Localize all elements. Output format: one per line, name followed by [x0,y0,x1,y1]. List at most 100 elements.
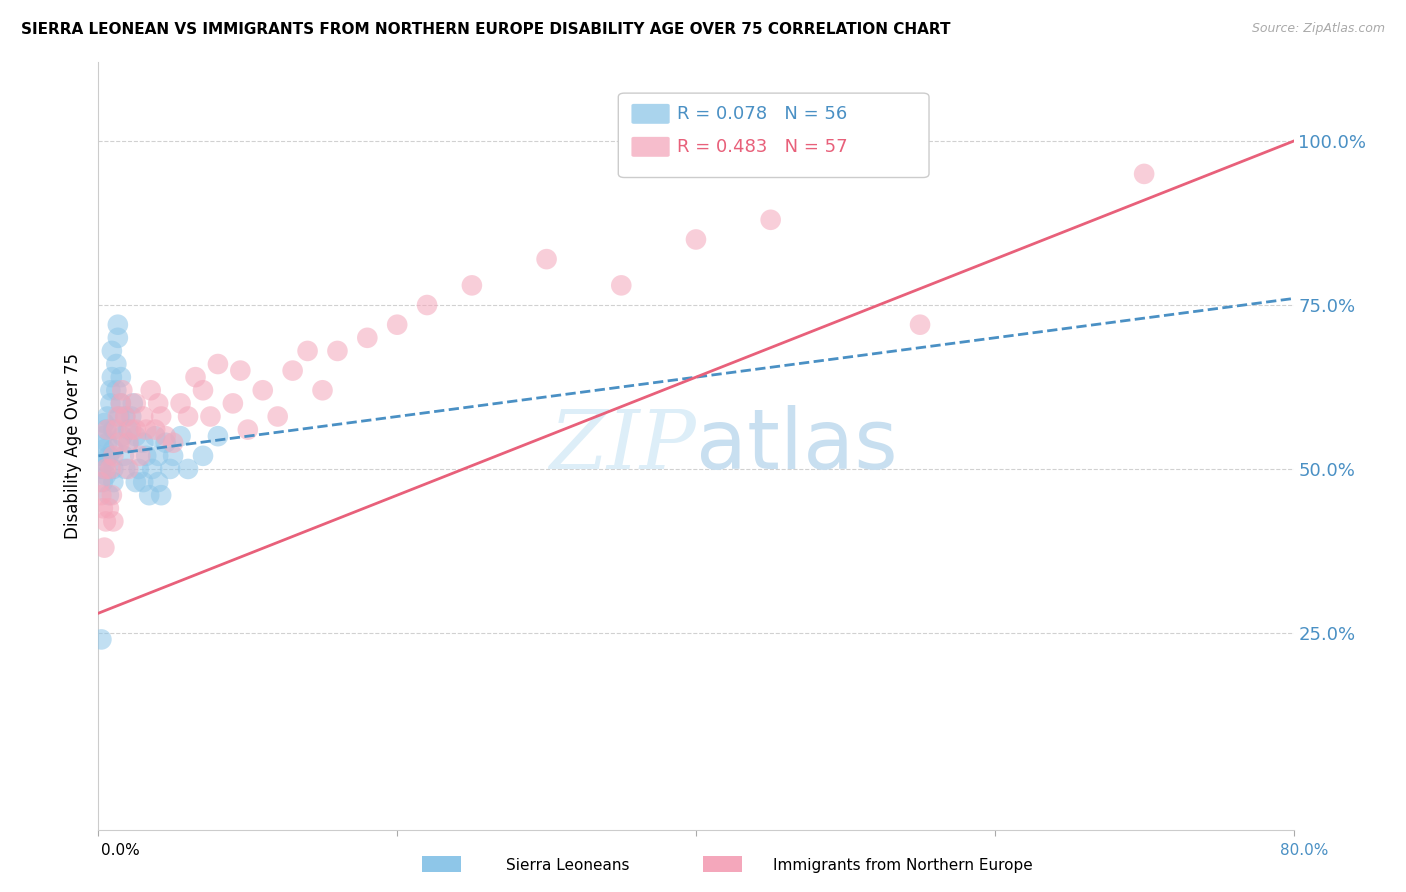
Point [117,435,139,450]
Point [114,462,136,476]
Point [97,488,120,502]
Point [89,475,111,489]
Point [103,449,125,463]
Point [148,475,170,489]
Point [97,449,120,463]
Point [610,278,633,293]
Point [267,409,290,424]
Point [281,363,304,377]
Point [91,429,114,443]
Point [110,396,132,410]
Point [103,423,125,437]
Point [536,252,558,267]
Point [89,449,111,463]
Point [110,396,132,410]
Point [138,488,160,502]
Point [120,423,142,437]
Point [105,357,128,371]
Text: Source: ZipAtlas.com: Source: ZipAtlas.com [1251,22,1385,36]
Point [101,488,124,502]
Point [93,541,115,555]
Point [139,384,162,398]
Point [135,449,157,463]
FancyBboxPatch shape [631,103,669,124]
Point [94,423,117,437]
Point [184,370,207,384]
Point [96,423,118,437]
Point [150,409,173,424]
Point [356,331,378,345]
Point [107,331,129,345]
FancyBboxPatch shape [619,93,929,178]
Point [94,455,117,469]
Text: Immigrants from Northern Europe: Immigrants from Northern Europe [773,858,1033,872]
Point [110,370,132,384]
Point [97,501,120,516]
Point [101,370,124,384]
Point [132,409,155,424]
Point [105,384,128,398]
Point [107,409,129,424]
Point [103,475,125,489]
Point [90,488,112,502]
Point [125,475,148,489]
Point [162,449,184,463]
Point [229,363,252,377]
Point [416,298,439,312]
Point [191,384,214,398]
Point [114,409,136,424]
Point [105,423,128,437]
Point [759,212,782,227]
Text: 80.0%: 80.0% [1281,843,1329,858]
Point [200,409,222,424]
Point [107,318,129,332]
Point [103,515,125,529]
Point [135,423,157,437]
Point [162,435,184,450]
Point [461,278,484,293]
Point [155,429,177,443]
Point [94,468,117,483]
Point [685,232,707,246]
Point [169,396,191,410]
Point [155,435,177,450]
Text: Sierra Leoneans: Sierra Leoneans [506,858,630,872]
Point [207,429,229,443]
Text: R = 0.483   N = 57: R = 0.483 N = 57 [676,138,848,156]
Text: ZIP: ZIP [550,406,696,486]
Point [191,449,214,463]
Text: 0.0%: 0.0% [101,843,141,858]
Point [1133,167,1156,181]
Point [150,488,173,502]
Point [125,429,148,443]
Point [143,429,166,443]
Point [385,318,409,332]
Point [177,462,200,476]
Point [111,384,134,398]
Point [169,429,191,443]
Point [90,462,112,476]
Point [94,462,117,476]
Point [297,343,319,358]
Point [129,449,152,463]
Point [908,318,931,332]
Point [148,449,170,463]
Point [96,435,118,450]
Point [94,515,117,529]
Point [207,357,229,371]
Point [252,384,274,398]
Point [143,423,166,437]
Point [93,442,115,457]
Point [117,435,139,450]
Point [98,384,122,398]
Point [90,632,112,647]
Text: SIERRA LEONEAN VS IMMIGRANTS FROM NORTHERN EUROPE DISABILITY AGE OVER 75 CORRELA: SIERRA LEONEAN VS IMMIGRANTS FROM NORTHE… [21,22,950,37]
Point [93,416,115,430]
Text: R = 0.078   N = 56: R = 0.078 N = 56 [676,105,846,123]
Point [132,435,155,450]
Point [108,435,131,450]
Point [91,475,114,489]
Y-axis label: Disability Age Over 75: Disability Age Over 75 [65,353,83,539]
Point [101,343,124,358]
Point [103,462,125,476]
